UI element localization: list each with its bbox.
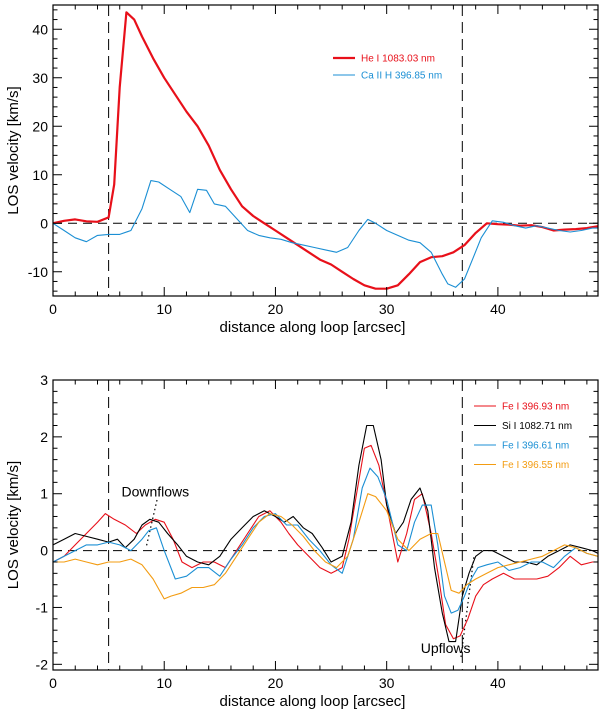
legend: He I 1083.03 nm Ca II H 396.85 nm — [333, 54, 442, 82]
upflows-pointer — [460, 555, 475, 658]
series-line-0 — [53, 11, 598, 290]
y-axis-label: LOS velocity [km/s] — [5, 86, 22, 214]
series-group — [53, 11, 598, 290]
x-axis-label: distance along loop [arcsec] — [220, 319, 406, 336]
ticks — [52, 379, 598, 670]
plot-frame — [52, 379, 599, 671]
reference-lines — [53, 5, 598, 296]
x-tick-label: 0 — [49, 675, 57, 691]
x-tick-label: 20 — [268, 675, 284, 691]
y-tick-label: 0 — [40, 543, 48, 559]
series-line-1 — [53, 424, 598, 643]
x-tick-label: 40 — [490, 301, 506, 317]
y-tick-label: 40 — [32, 21, 48, 37]
y-tick-label: -1 — [36, 599, 49, 615]
legend-label-1: Si I 1082.71 nm — [502, 421, 572, 432]
x-tick-label: 10 — [156, 301, 172, 317]
series-line-1 — [53, 180, 598, 288]
reference-lines — [53, 380, 598, 670]
y-tick-label: 1 — [40, 486, 48, 502]
legend-label-0: He I 1083.03 nm — [361, 54, 435, 65]
x-tick-label: 20 — [268, 301, 284, 317]
y-tick-label: 0 — [40, 215, 48, 231]
legend-label-1: Ca II H 396.85 nm — [361, 71, 442, 82]
x-tick-label: 30 — [379, 675, 395, 691]
x-axis-label: distance along loop [arcsec] — [220, 693, 406, 710]
series-group — [53, 424, 598, 643]
y-tick-label: 2 — [40, 429, 48, 445]
y-tick-label: 30 — [32, 70, 48, 86]
y-tick-label: 20 — [32, 118, 48, 134]
series-line-3 — [53, 493, 598, 600]
y-axis-label: LOS velocity [km/s] — [5, 461, 22, 589]
series-line-0 — [53, 444, 598, 640]
top-panel: 0 10 20 30 40 -10 0 10 20 30 40 distance along loop… — [5, 4, 599, 336]
legend-label-3: Fe I 396.55 nm — [502, 460, 569, 471]
annotation-0: Downflows — [121, 484, 189, 500]
y-tick-label: 10 — [32, 167, 48, 183]
legend-label-0: Fe I 396.93 nm — [502, 402, 569, 413]
bottom-panel: Downflows Upflows 0 10 20 30 40 -2 -1 0 1 2 3 distanc… — [5, 372, 599, 710]
y-tick-label: -10 — [28, 264, 48, 280]
legend: Fe I 396.93 nm Si I 1082.71 nm Fe I 396.61… — [474, 402, 572, 471]
ticks — [52, 5, 598, 296]
y-tick-label: -2 — [36, 656, 49, 672]
downflows-pointer — [145, 499, 158, 549]
y-tick-label: 3 — [40, 372, 48, 388]
x-tick-label: 40 — [490, 675, 506, 691]
annotations: Downflows Upflows — [121, 484, 475, 658]
legend-label-2: Fe I 396.61 nm — [502, 441, 569, 452]
x-tick-label: 0 — [49, 301, 57, 317]
x-tick-label: 30 — [379, 301, 395, 317]
annotation-1: Upflows — [421, 640, 471, 656]
x-tick-label: 10 — [156, 675, 172, 691]
plot-frame — [52, 4, 599, 297]
